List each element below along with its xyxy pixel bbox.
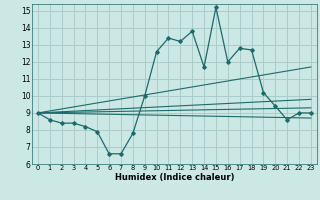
X-axis label: Humidex (Indice chaleur): Humidex (Indice chaleur): [115, 173, 234, 182]
